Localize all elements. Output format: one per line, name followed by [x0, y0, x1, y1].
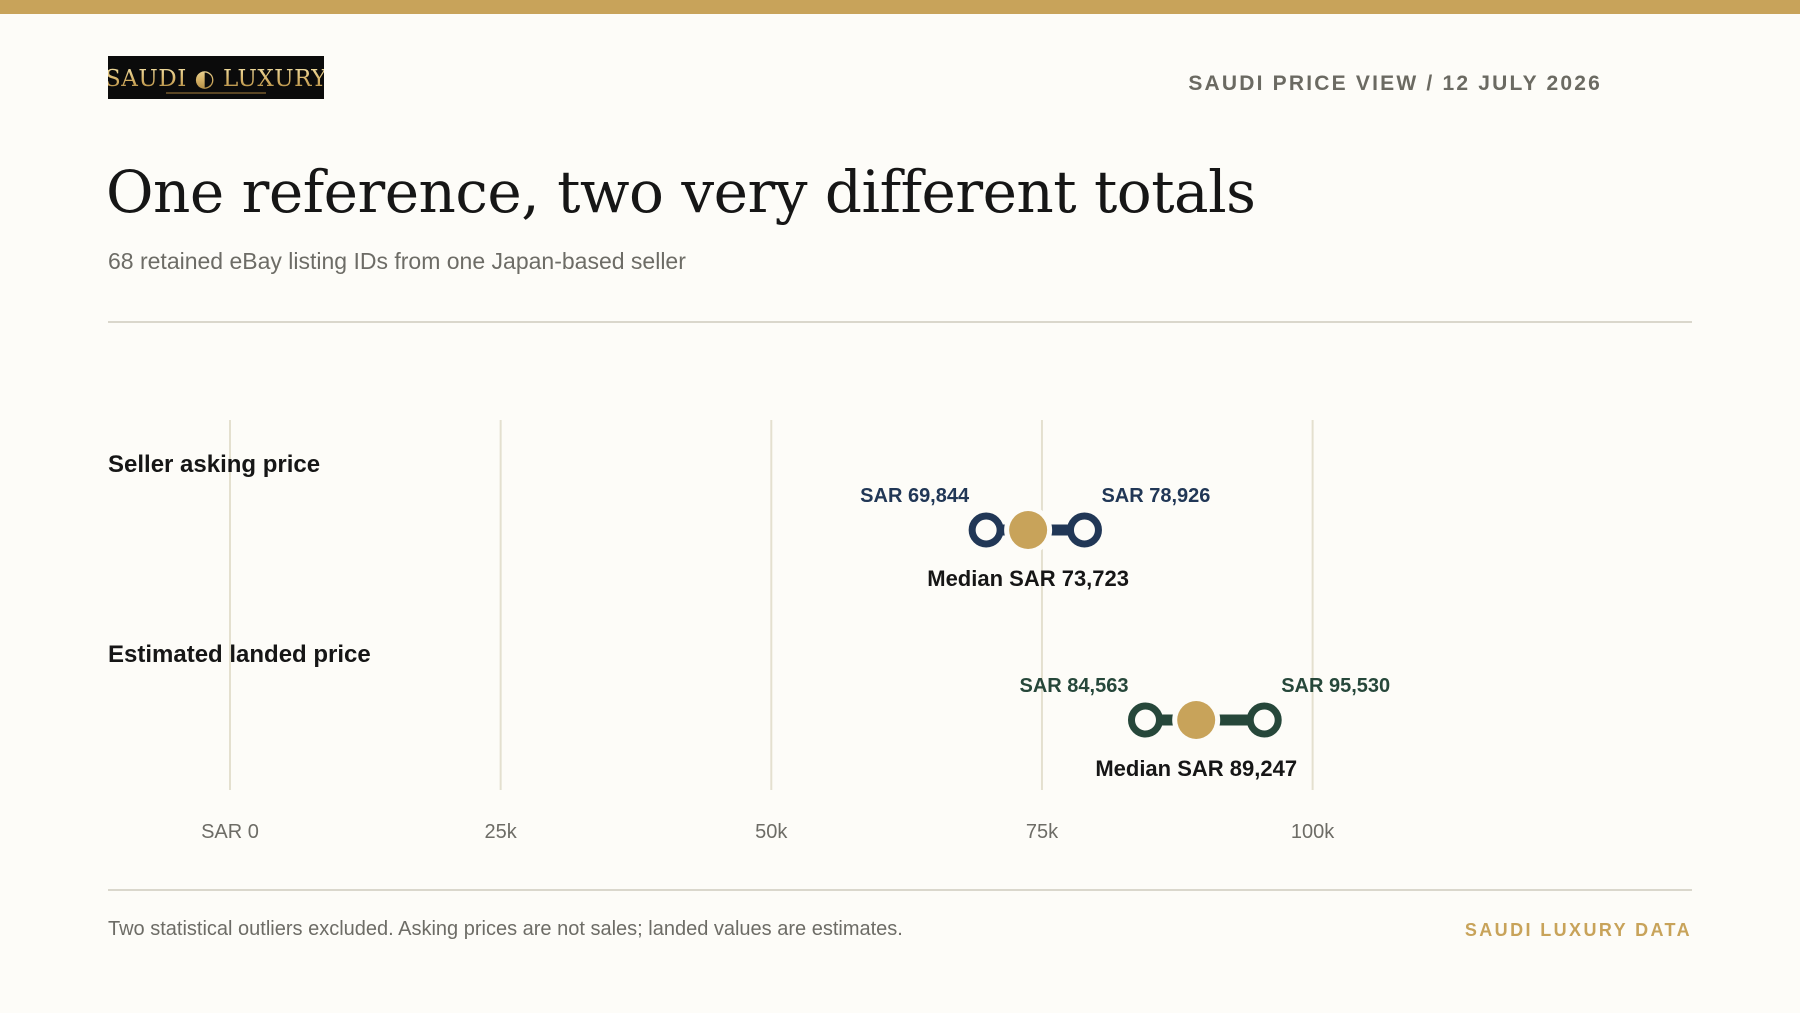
high-value-label: SAR 95,530 [1281, 675, 1390, 697]
median-value-label: Median SAR 73,723 [927, 566, 1129, 591]
footnote: Two statistical outliers excluded. Askin… [108, 918, 903, 940]
footer-brand: SAUDI LUXURY DATA [1464, 920, 1692, 940]
high-value-label: SAR 78,926 [1101, 485, 1210, 507]
report-meta: SAUDI PRICE VIEW / 12 JULY 2026 [1188, 72, 1602, 95]
grid-layer [229, 420, 1314, 790]
high-marker [1246, 702, 1282, 738]
chart-title: One reference, two very different totals [106, 158, 1256, 226]
high-marker [1066, 512, 1102, 548]
svg-text:SAUDI ◐ LUXURY: SAUDI ◐ LUXURY [108, 66, 324, 92]
x-tick-label: 50k [755, 821, 788, 843]
x-tick-label: 25k [485, 821, 518, 843]
median-value-label: Median SAR 89,247 [1095, 756, 1297, 781]
x-tick-label: 75k [1026, 821, 1059, 843]
series-label: Estimated landed price [108, 641, 371, 668]
series-label: Seller asking price [108, 451, 320, 478]
bottom-divider [108, 889, 1692, 891]
chart-subtitle: 68 retained eBay listing IDs from one Ja… [108, 248, 686, 274]
series-row: Seller asking price SAR 69,844 SAR 78,926 M… [108, 451, 1210, 591]
top-accent-bar [0, 0, 1800, 14]
x-tick-label: SAR 0 [201, 821, 259, 843]
brand-logo: SAUDI ◐ LUXURY [108, 56, 324, 99]
x-tick-label: 100k [1291, 821, 1335, 843]
top-divider [108, 321, 1692, 323]
median-marker [1009, 511, 1048, 549]
x-axis: SAR 0 25k 50k 75k 100k [201, 821, 1335, 843]
series-layer: Seller asking price SAR 69,844 SAR 78,926 M… [108, 451, 1390, 781]
low-value-label: SAR 69,844 [860, 485, 970, 507]
low-marker [1127, 702, 1163, 738]
low-value-label: SAR 84,563 [1020, 675, 1129, 697]
median-marker [1177, 701, 1216, 739]
series-row: Estimated landed price SAR 84,563 SAR 95,5… [108, 641, 1390, 781]
low-marker [968, 512, 1004, 548]
